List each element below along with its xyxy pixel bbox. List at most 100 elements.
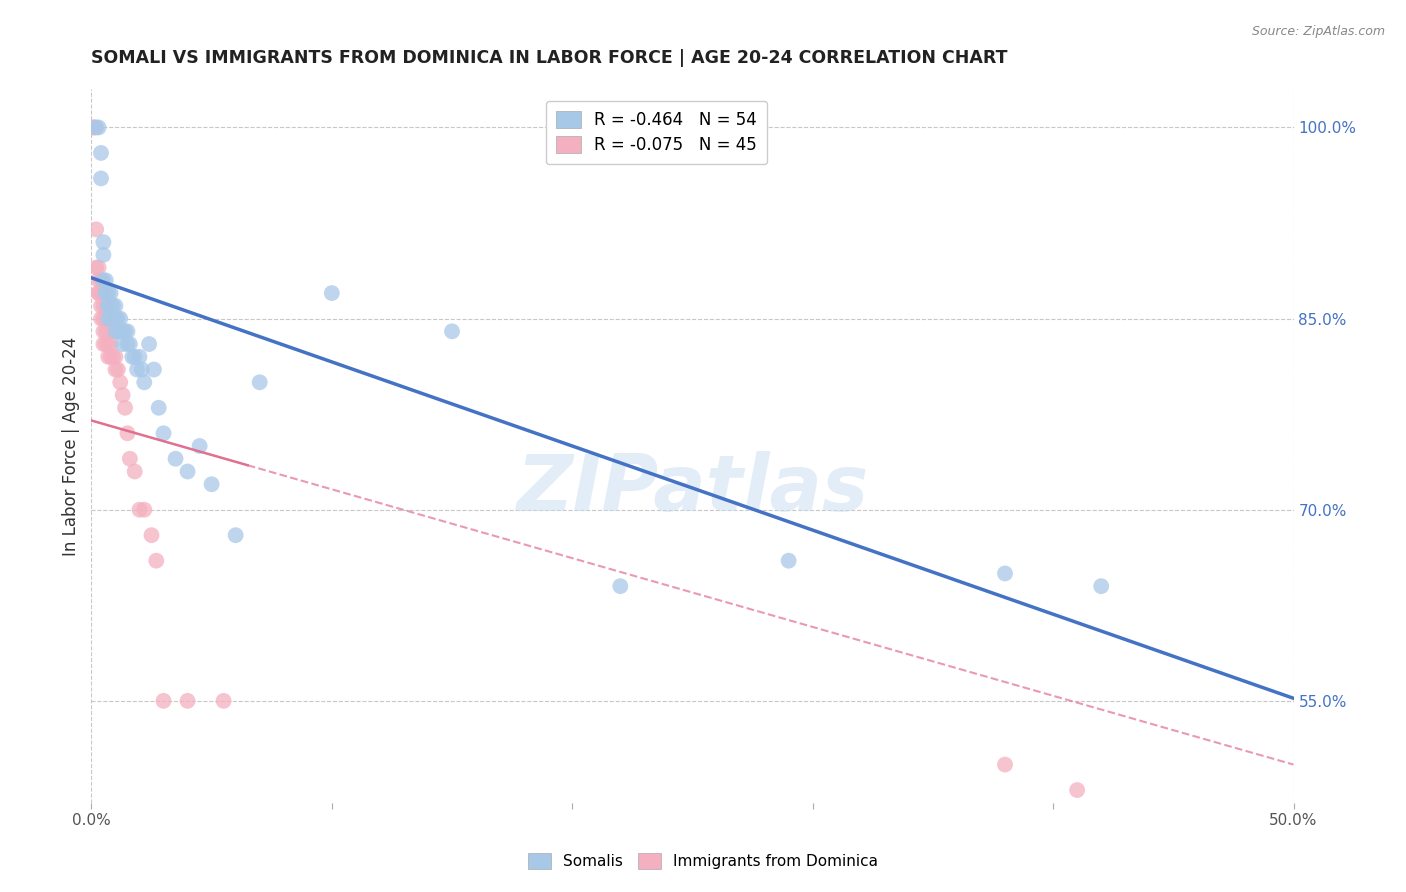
Point	[93, 337, 115, 351]
Point	[101, 299, 124, 313]
Point	[107, 324, 129, 338]
Point	[93, 286, 115, 301]
Point	[176, 694, 198, 708]
Point	[152, 426, 174, 441]
Point	[110, 311, 132, 326]
Point	[94, 273, 117, 287]
Point	[94, 324, 117, 338]
Point	[121, 350, 143, 364]
Point	[93, 235, 115, 249]
Point	[249, 376, 271, 390]
Point	[101, 350, 124, 364]
Point	[101, 311, 124, 326]
Point	[90, 311, 112, 326]
Point	[778, 554, 800, 568]
Point	[84, 120, 107, 135]
Point	[100, 350, 122, 364]
Point	[145, 554, 167, 568]
Point	[1066, 783, 1088, 797]
Point	[134, 502, 156, 516]
Point	[118, 451, 141, 466]
Point	[124, 465, 146, 479]
Point	[125, 362, 148, 376]
Point	[87, 286, 110, 301]
Legend: Somalis, Immigrants from Dominica: Somalis, Immigrants from Dominica	[522, 847, 884, 875]
Point	[100, 337, 122, 351]
Point	[104, 350, 127, 364]
Point	[97, 311, 120, 326]
Y-axis label: In Labor Force | Age 20-24: In Labor Force | Age 20-24	[62, 336, 80, 556]
Point	[93, 248, 115, 262]
Point	[104, 362, 127, 376]
Point	[110, 376, 132, 390]
Point	[107, 311, 129, 326]
Point	[111, 388, 134, 402]
Point	[321, 286, 343, 301]
Point	[87, 286, 110, 301]
Point	[225, 528, 247, 542]
Point	[128, 350, 150, 364]
Point	[107, 362, 129, 376]
Point	[152, 694, 174, 708]
Point	[1090, 579, 1112, 593]
Text: SOMALI VS IMMIGRANTS FROM DOMINICA IN LABOR FORCE | AGE 20-24 CORRELATION CHART: SOMALI VS IMMIGRANTS FROM DOMINICA IN LA…	[91, 49, 1008, 67]
Point	[131, 362, 153, 376]
Point	[90, 273, 112, 287]
Point	[111, 324, 134, 338]
Point	[110, 324, 132, 338]
Point	[94, 286, 117, 301]
Point	[94, 286, 117, 301]
Point	[97, 286, 120, 301]
Point	[84, 260, 107, 275]
Point	[83, 120, 105, 135]
Point	[104, 324, 127, 338]
Point	[201, 477, 224, 491]
Point	[124, 350, 146, 364]
Point	[440, 324, 463, 338]
Point	[93, 311, 115, 326]
Point	[212, 694, 235, 708]
Point	[100, 299, 122, 313]
Point	[111, 337, 134, 351]
Point	[87, 120, 110, 135]
Point	[134, 376, 156, 390]
Point	[90, 145, 112, 160]
Point	[90, 171, 112, 186]
Point	[90, 286, 112, 301]
Text: ZIPatlas: ZIPatlas	[516, 450, 869, 527]
Point	[93, 299, 115, 313]
Point	[994, 757, 1017, 772]
Point	[165, 451, 187, 466]
Point	[188, 439, 211, 453]
Point	[118, 337, 141, 351]
Point	[93, 273, 115, 287]
Point	[100, 286, 122, 301]
Point	[114, 401, 136, 415]
Point	[176, 465, 198, 479]
Point	[94, 311, 117, 326]
Point	[97, 299, 120, 313]
Legend: R = -0.464   N = 54, R = -0.075   N = 45: R = -0.464 N = 54, R = -0.075 N = 45	[546, 101, 766, 164]
Point	[90, 299, 112, 313]
Point	[97, 299, 120, 313]
Point	[94, 299, 117, 313]
Point	[114, 324, 136, 338]
Point	[97, 324, 120, 338]
Point	[94, 337, 117, 351]
Point	[609, 579, 631, 593]
Point	[142, 362, 165, 376]
Point	[994, 566, 1017, 581]
Point	[93, 324, 115, 338]
Text: Source: ZipAtlas.com: Source: ZipAtlas.com	[1251, 25, 1385, 38]
Point	[84, 222, 107, 236]
Point	[141, 528, 163, 542]
Point	[117, 426, 139, 441]
Point	[97, 337, 120, 351]
Point	[138, 337, 160, 351]
Point	[100, 311, 122, 326]
Point	[117, 324, 139, 338]
Point	[104, 299, 127, 313]
Point	[104, 311, 127, 326]
Point	[83, 120, 105, 135]
Point	[87, 273, 110, 287]
